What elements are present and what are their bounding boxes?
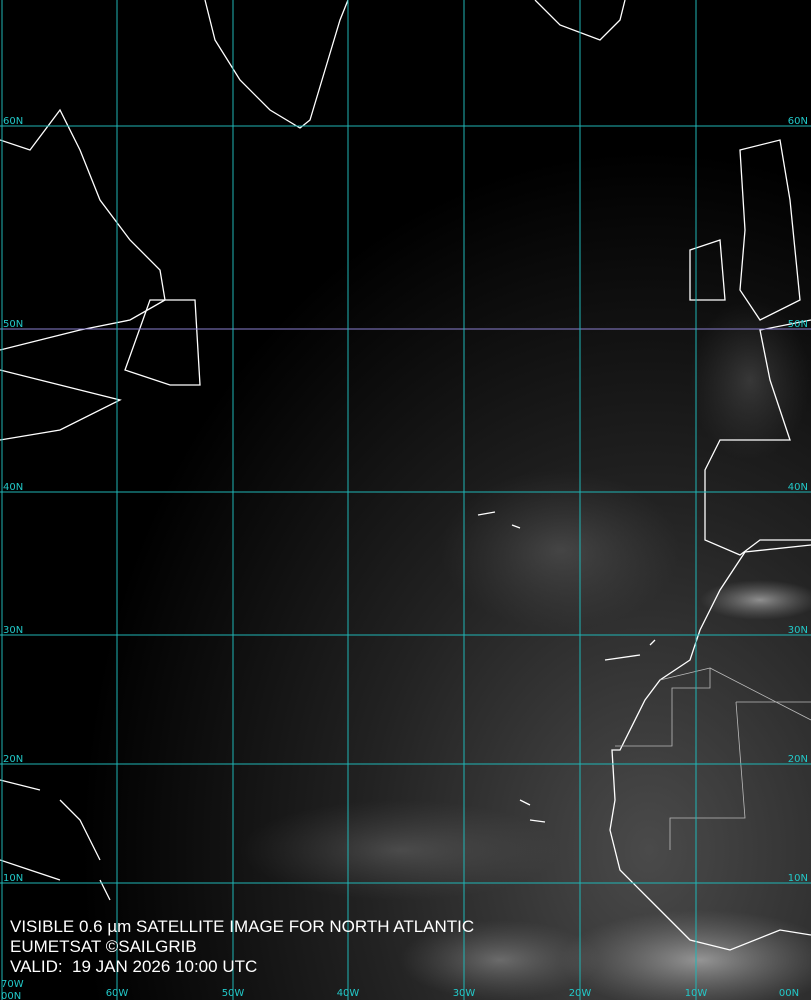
latitude-label: 10N <box>788 873 808 884</box>
iceland-coast <box>534 0 626 41</box>
nova-scotia-coast <box>0 369 122 441</box>
longitude-label: 50W <box>222 988 245 999</box>
caption-credit: EUMETSAT ©SAILGRIB <box>10 937 197 956</box>
latitude-label: 40N <box>3 482 23 493</box>
clouds <box>240 300 811 1000</box>
longitude-label: 40W <box>337 988 360 999</box>
caption-title: VISIBLE 0.6 µm SATELLITE IMAGE FOR NORTH… <box>10 917 475 936</box>
britain-coast <box>739 139 801 321</box>
latitude-label: 40N <box>788 482 808 493</box>
latitude-label: 60N <box>788 116 808 127</box>
graticule-labels: 60N 60N 50N 50N 40N 40N 30N 30N 20N 20N 10N 10N 70W 6… <box>1 116 808 1000</box>
greenland-coast <box>204 0 349 129</box>
longitude-label: 00N <box>779 988 799 999</box>
longitude-label: 20W <box>569 988 592 999</box>
azores <box>477 511 521 529</box>
latitude-label: 20N <box>788 754 808 765</box>
caption-valid-time: VALID: 19 JAN 2026 10:00 UTC <box>10 957 258 976</box>
latitude-label: 30N <box>788 625 808 636</box>
caribbean-coast <box>0 779 111 901</box>
newfoundland-coast <box>124 299 201 386</box>
labrador-coast <box>0 108 166 351</box>
corner-label: 00N <box>1 991 21 1000</box>
borders <box>615 667 811 850</box>
africa-coast <box>609 544 811 951</box>
coastlines <box>0 0 811 951</box>
latitude-label: 30N <box>3 625 23 636</box>
iberia-coast <box>704 319 811 556</box>
ireland-coast <box>689 239 726 301</box>
latitude-label: 20N <box>3 754 23 765</box>
latitude-label: 60N <box>3 116 23 127</box>
longitude-label: 60W <box>106 988 129 999</box>
canaries <box>604 639 656 661</box>
longitude-label: 10W <box>685 988 708 999</box>
cape-verde <box>519 799 546 823</box>
image-caption: VISIBLE 0.6 µm SATELLITE IMAGE FOR NORTH… <box>10 917 474 977</box>
longitude-label: 70W <box>1 979 24 990</box>
latitude-label: 10N <box>3 873 23 884</box>
latitude-label: 50N <box>788 319 808 330</box>
longitude-label: 30W <box>453 988 476 999</box>
latitude-label: 50N <box>3 319 23 330</box>
